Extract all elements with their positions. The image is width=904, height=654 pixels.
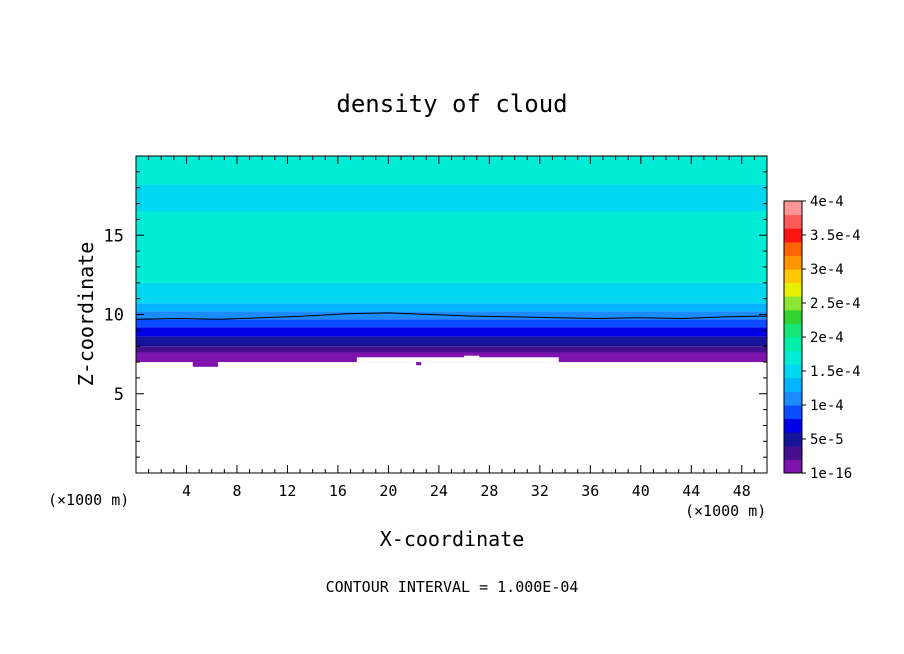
colorbar-label: 1e-16 (810, 466, 852, 482)
x-tick-label: 40 (632, 482, 650, 500)
colorbar-swatch (784, 337, 802, 352)
x-tick-label: 12 (278, 482, 296, 500)
colorbar-swatch (784, 391, 802, 406)
cloud-base-edge-0 (192, 362, 219, 367)
y-tick-label: 15 (104, 226, 124, 246)
colorbar-swatch (784, 377, 802, 392)
colorbar-label: 5e-5 (810, 432, 844, 448)
x-tick-label: 16 (329, 482, 347, 500)
colorbar-swatch (784, 228, 802, 243)
y-tick-label: 10 (104, 306, 124, 326)
x-tick-label: 4 (182, 482, 191, 500)
density-layer-3 (136, 327, 767, 337)
x-axis: 4 8 12 16 20 24 28 32 36 40 44 48 (148, 156, 755, 500)
colorbar-swatch (784, 445, 802, 460)
x-tick-label: 20 (379, 482, 397, 500)
colorbar-swatch (784, 418, 802, 433)
colorbar-swatch (784, 241, 802, 256)
density-layer-7 (136, 282, 767, 304)
density-layer-2 (136, 336, 767, 347)
colorbar-swatch (784, 269, 802, 284)
x-tick-label: 48 (733, 482, 751, 500)
colorbar-swatch (784, 459, 802, 474)
colorbar-label: 3e-4 (810, 262, 844, 278)
colorbar-labels: 4e-4 3.5e-4 3e-4 2.5e-4 2e-4 1.5e-4 1e-4 5e-5 1e… (802, 194, 861, 482)
colorbar (783, 200, 803, 474)
colorbar-label: 3.5e-4 (810, 228, 861, 244)
plot-area (136, 156, 767, 367)
density-layer-1 (136, 346, 767, 353)
colorbar-label: 1.5e-4 (810, 364, 861, 380)
density-layer-6 (136, 303, 767, 312)
colorbar-swatch (784, 296, 802, 311)
colorbar-swatch (784, 350, 802, 365)
colorbar-swatch (784, 214, 802, 229)
x-tick-label: 8 (232, 482, 241, 500)
x-unit-right: (×1000 m) (685, 502, 766, 520)
x-tick-label: 24 (430, 482, 448, 500)
colorbar-swatch (784, 201, 802, 216)
density-layer-8 (136, 211, 767, 283)
colorbar-label: 2e-4 (810, 330, 844, 346)
cloud-base-edge-3 (464, 355, 480, 363)
colorbar-swatch (784, 405, 802, 420)
colorbar-swatch (784, 432, 802, 447)
colorbar-swatch (784, 323, 802, 338)
x-tick-label: 28 (480, 482, 498, 500)
colorbar-swatch (784, 255, 802, 270)
x-axis-title: X-coordinate (380, 527, 525, 551)
contour-interval-note: CONTOUR INTERVAL = 1.000E-04 (326, 578, 579, 596)
colorbar-swatch (784, 309, 802, 324)
y-axis-title: Z-coordinate (74, 242, 98, 387)
y-axis: 5 10 15 (104, 171, 767, 458)
cloud-base-edge-1 (356, 357, 559, 363)
density-layer-10 (136, 156, 767, 185)
colorbar-swatch (784, 364, 802, 379)
x-tick-label: 32 (531, 482, 549, 500)
chart-title: density of cloud (336, 90, 567, 118)
x-tick-label: 36 (581, 482, 599, 500)
colorbar-label: 4e-4 (810, 194, 844, 210)
colorbar-label: 2.5e-4 (810, 296, 861, 312)
colorbar-swatch (784, 282, 802, 297)
contour-line (135, 312, 768, 320)
cloud-base-edge-2 (416, 362, 422, 366)
y-tick-label: 5 (114, 385, 124, 405)
contour-lines (135, 312, 768, 320)
x-tick-label: 44 (682, 482, 700, 500)
density-layer-4 (136, 319, 767, 328)
density-layer-9 (136, 184, 767, 212)
colorbar-label: 1e-4 (810, 398, 844, 414)
x-unit-left: (×1000 m) (48, 491, 129, 509)
